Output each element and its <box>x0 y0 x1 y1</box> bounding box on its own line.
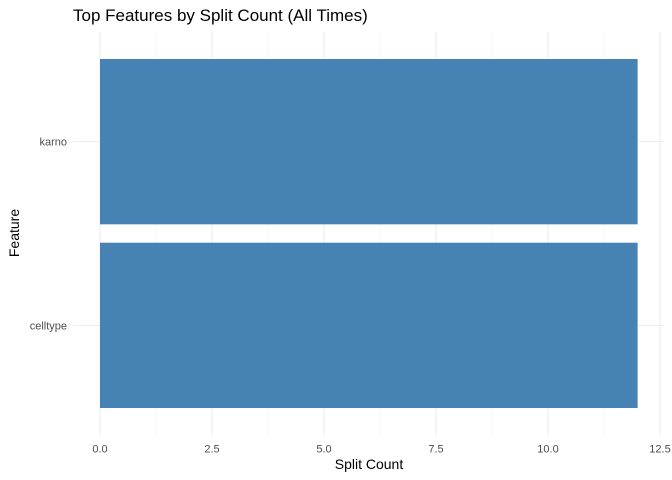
x-tick-label: 5.0 <box>316 444 331 456</box>
y-axis-ticks: celltype karno <box>30 137 67 333</box>
bars <box>100 59 638 409</box>
chart-title: Top Features by Split Count (All Times) <box>73 6 368 25</box>
y-axis-label: Feature <box>6 209 22 257</box>
bar-karno <box>100 59 638 225</box>
bar-celltype <box>100 242 638 409</box>
y-tick-label: karno <box>39 137 67 149</box>
x-tick-label: 2.5 <box>204 444 219 456</box>
x-tick-label: 7.5 <box>428 444 443 456</box>
x-axis-label: Split Count <box>335 456 404 472</box>
x-tick-label: 12.5 <box>649 444 670 456</box>
x-tick-label: 0.0 <box>92 444 107 456</box>
x-tick-label: 10.0 <box>537 444 558 456</box>
x-axis-ticks: 0.0 2.5 5.0 7.5 10.0 12.5 <box>92 444 670 456</box>
y-tick-label: celltype <box>30 320 67 332</box>
